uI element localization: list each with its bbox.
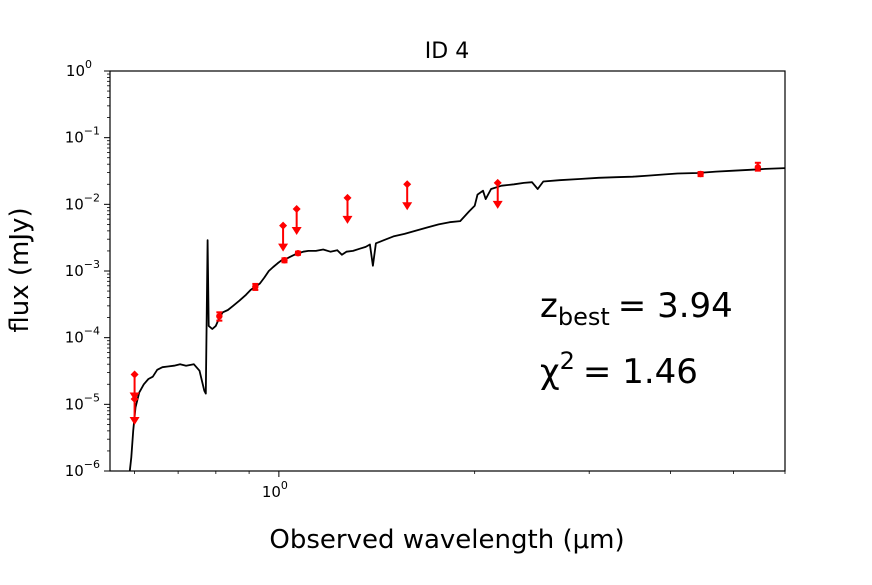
x-tick-label: 100 bbox=[262, 479, 288, 501]
y-tick-exponent: −3 bbox=[84, 258, 100, 271]
upper-limit-arrow-head bbox=[278, 243, 289, 252]
photometry-point bbox=[281, 257, 288, 264]
upper-limit-arrow-head bbox=[492, 200, 503, 209]
y-tick-exponent: −2 bbox=[84, 191, 100, 204]
y-tick-base: 10 bbox=[65, 129, 84, 147]
zbest-value: = 3.94 bbox=[618, 286, 733, 326]
zbest-annotation: zbest = 3.94 bbox=[540, 286, 733, 331]
y-tick-base: 10 bbox=[65, 329, 84, 347]
upper-limit-point bbox=[292, 205, 301, 214]
upper-limit-point bbox=[343, 193, 352, 202]
upper-limit-point bbox=[279, 221, 288, 230]
upper-limit-point bbox=[493, 178, 502, 187]
y-tick-label: 100 bbox=[66, 58, 92, 80]
chi2-annotation: χ2 = 1.46 bbox=[540, 347, 698, 392]
y-tick-base: 10 bbox=[65, 462, 84, 480]
y-tick-exponent: −5 bbox=[84, 391, 100, 404]
photometry-point bbox=[252, 283, 259, 290]
plot-layer bbox=[128, 161, 786, 472]
upper-limit-point bbox=[130, 370, 139, 379]
upper-limit-arrow-head bbox=[291, 227, 302, 236]
x-axis-label: Observed wavelength (μm) bbox=[269, 525, 624, 555]
x-tick-base: 10 bbox=[262, 483, 281, 501]
chart-title: ID 4 bbox=[425, 39, 469, 64]
y-tick-base: 10 bbox=[65, 262, 84, 280]
chi2-symbol: χ bbox=[540, 352, 560, 392]
upper-limit-point bbox=[403, 180, 412, 189]
y-tick-label: 10−3 bbox=[65, 258, 100, 280]
upper-limit-arrow-head bbox=[402, 202, 413, 211]
svg-text:χ2= 1.46: χ2 = 1.46 bbox=[540, 347, 698, 392]
y-axis-label: flux (mJy) bbox=[5, 207, 35, 332]
y-tick-exponent: −1 bbox=[84, 125, 100, 138]
y-tick-base: 10 bbox=[65, 195, 84, 213]
plot-frame bbox=[109, 70, 786, 472]
y-tick-base: 10 bbox=[66, 62, 85, 80]
sed-model-line bbox=[128, 167, 786, 472]
x-tick-exponent: 0 bbox=[281, 479, 288, 492]
y-tick-label: 10−5 bbox=[65, 391, 100, 413]
photometry-point bbox=[697, 170, 704, 178]
y-tick-label: 10−4 bbox=[65, 325, 100, 347]
photometry-point bbox=[216, 312, 223, 320]
y-tick-exponent: −4 bbox=[84, 325, 100, 338]
svg-text:zbest= 3.94: zbest = 3.94 bbox=[540, 286, 733, 331]
photometry-point bbox=[754, 164, 762, 171]
zbest-subscript: best bbox=[558, 303, 610, 331]
chi2-value: = 1.46 bbox=[583, 352, 698, 392]
y-tick-exponent: −6 bbox=[84, 458, 100, 471]
y-tick-base: 10 bbox=[65, 395, 84, 413]
upper-limit-arrow-head bbox=[342, 215, 353, 224]
upper-limit-point bbox=[130, 395, 139, 404]
chi2-superscript: 2 bbox=[560, 347, 575, 375]
y-tick-label: 10−1 bbox=[65, 125, 100, 147]
photometry-point bbox=[294, 249, 302, 257]
zbest-symbol: z bbox=[540, 286, 558, 326]
y-tick-label: 10−2 bbox=[65, 191, 100, 213]
upper-limit-arrow-head bbox=[129, 417, 140, 426]
y-tick-label: 10−6 bbox=[65, 458, 100, 480]
y-tick-exponent: 0 bbox=[85, 58, 92, 71]
